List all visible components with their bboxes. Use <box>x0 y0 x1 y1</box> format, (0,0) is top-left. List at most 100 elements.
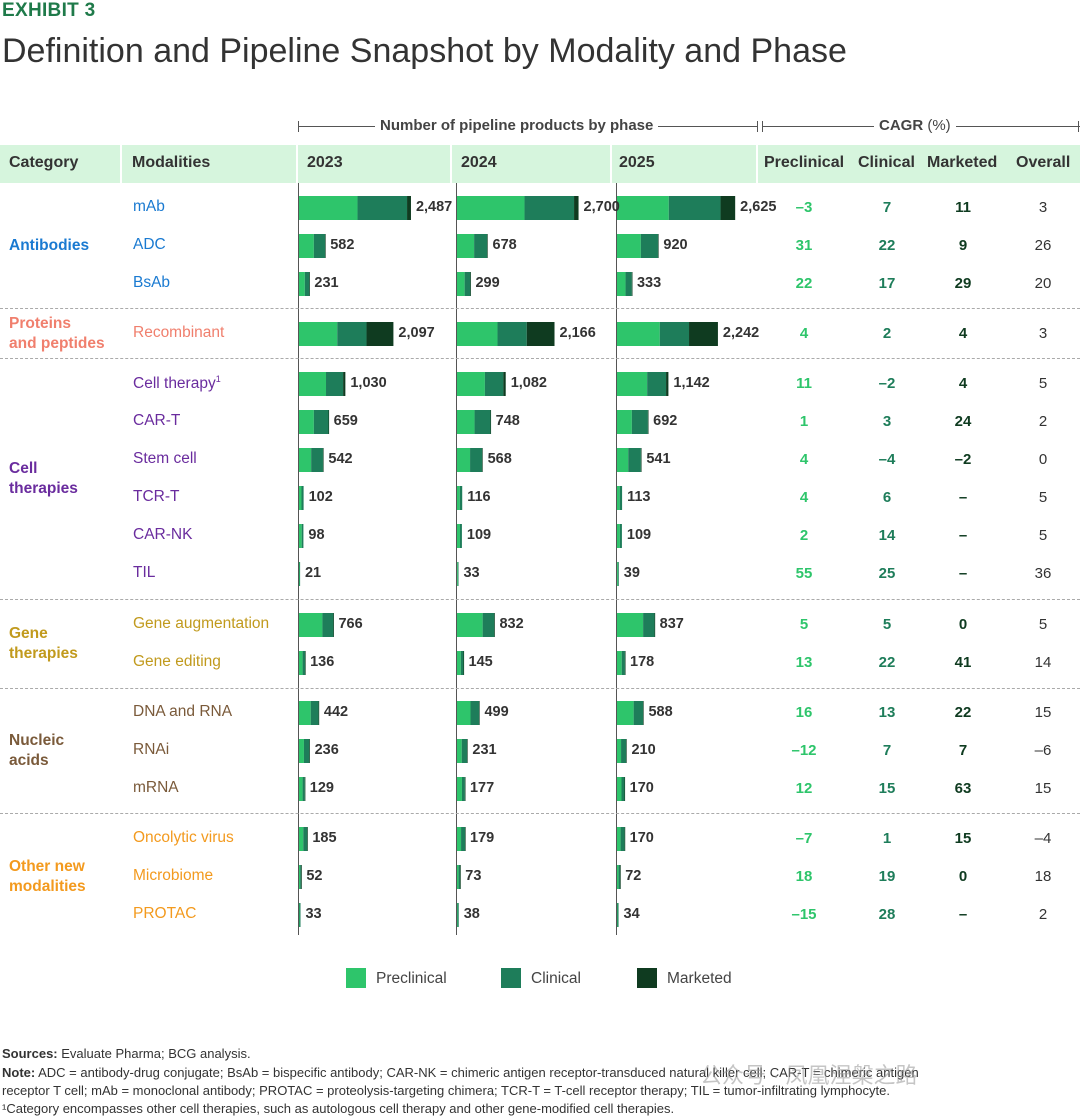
col-category: Category <box>9 154 79 171</box>
axis-2024 <box>456 183 457 935</box>
bar-preclinical-segment <box>457 613 483 637</box>
bar-marketed-segment <box>643 701 644 725</box>
bar-preclinical-segment <box>457 322 498 346</box>
bar-total-label: 136 <box>310 654 335 670</box>
bar-preclinical-segment <box>299 448 312 472</box>
bar-total-label: 692 <box>653 413 678 429</box>
col-modalities: Modalities <box>132 154 211 171</box>
cagr-preclinical: 12 <box>795 780 813 797</box>
col-2024: 2024 <box>461 154 497 171</box>
cagr-overall: 0 <box>1038 451 1048 468</box>
bar-marketed-segment <box>626 739 627 763</box>
modality-label: TIL <box>133 564 155 582</box>
bar-clinical-segment <box>461 827 466 851</box>
bar-total-label: 542 <box>328 451 353 467</box>
category-label-line: acids <box>9 752 49 769</box>
category-label-line: Proteins <box>9 315 72 332</box>
bar-preclinical-segment <box>617 410 632 434</box>
cagr-preclinical: 22 <box>795 275 813 292</box>
bar-total-label: 588 <box>648 704 673 720</box>
category-label-line: modalities <box>9 878 86 895</box>
bar-marketed-segment <box>574 196 579 220</box>
bar-marketed-segment <box>322 448 324 472</box>
category-divider <box>0 813 1080 814</box>
bar-preclinical-segment <box>299 701 311 725</box>
bar-clinical-segment <box>311 448 323 472</box>
cagr-preclinical: 31 <box>795 237 813 254</box>
bar-marketed-segment <box>465 827 466 851</box>
bar-preclinical-segment <box>457 701 471 725</box>
legend-swatch-clinical <box>501 968 521 988</box>
category-label: Antibodies <box>9 236 89 256</box>
bar-marketed-segment <box>464 777 466 801</box>
bar-clinical-segment <box>628 448 641 472</box>
category-label-line: and peptides <box>9 335 105 352</box>
bar-clinical-segment <box>633 701 644 725</box>
bar-preclinical-segment <box>299 827 304 851</box>
bar-total-label: 179 <box>470 830 495 846</box>
bar-marketed-segment <box>494 613 495 637</box>
bar-clinical-segment <box>457 562 459 586</box>
bar-preclinical-segment <box>299 865 301 889</box>
bar-marketed-segment <box>467 739 468 763</box>
cagr-marketed: 0 <box>958 616 968 633</box>
bar-clinical-segment <box>620 827 625 851</box>
bar-clinical-segment <box>304 272 310 296</box>
cagr-preclinical: –7 <box>795 830 813 847</box>
bar-clinical-segment <box>621 651 625 675</box>
header-gap <box>756 145 758 183</box>
bar-clinical-segment <box>459 486 463 510</box>
cagr-clinical: 1 <box>882 830 892 847</box>
cagr-overall: 2 <box>1038 906 1048 923</box>
bar-preclinical-segment <box>457 827 462 851</box>
cagr-clinical: –2 <box>878 375 896 392</box>
category-label-line: Other new <box>9 858 85 875</box>
note-line-1: Note: ADC = antibody-drug conjugate; BsA… <box>2 1065 919 1080</box>
cagr-marketed: 11 <box>955 199 971 216</box>
cagr-marketed: – <box>958 527 968 544</box>
cagr-preclinical: 5 <box>799 616 809 633</box>
bar-preclinical-segment <box>617 562 618 586</box>
bar-clinical-segment <box>459 524 462 548</box>
bar-preclinical-segment <box>457 196 525 220</box>
cagr-clinical: 6 <box>882 489 892 506</box>
bar-total-label: 33 <box>463 565 480 581</box>
category-divider <box>0 308 1080 309</box>
bar-marketed-segment <box>720 196 736 220</box>
bar-clinical-segment <box>617 903 619 927</box>
bar-clinical-segment <box>464 272 471 296</box>
bar-total-label: 2,625 <box>740 199 777 215</box>
modality-label: DNA and RNA <box>133 703 232 721</box>
bar-clinical-segment <box>457 903 459 927</box>
bar-preclinical-segment <box>457 272 465 296</box>
bar-preclinical-segment <box>457 372 485 396</box>
modality-label: Recombinant <box>133 324 224 342</box>
modality-label: Cell therapy1 <box>133 374 221 393</box>
exhibit-label: EXHIBIT 3 <box>2 0 96 21</box>
bar-clinical-segment <box>470 701 480 725</box>
bar-total-label: 52 <box>306 868 323 884</box>
bar-preclinical-segment <box>457 448 471 472</box>
bar-clinical-segment <box>625 272 632 296</box>
bar-total-label: 678 <box>492 237 517 253</box>
bar-clinical-segment <box>357 196 408 220</box>
bar-marketed-segment <box>526 322 555 346</box>
modality-name: CAR-NK <box>133 526 193 543</box>
cagr-overall: 15 <box>1034 780 1052 797</box>
bar-total-label: 145 <box>468 654 493 670</box>
category-label-line: Gene <box>9 625 48 642</box>
bar-marketed-segment <box>463 651 465 675</box>
bar-preclinical-segment <box>617 651 622 675</box>
bar-total-label: 1,142 <box>673 375 710 391</box>
bar-total-label: 541 <box>646 451 671 467</box>
modality-name: Stem cell <box>133 450 197 467</box>
cagr-overall: 15 <box>1034 704 1052 721</box>
cagr-preclinical: 16 <box>795 704 813 721</box>
bar-total-label: 2,166 <box>559 325 596 341</box>
modality-label: Stem cell <box>133 450 197 468</box>
bar-total-label: 2,242 <box>722 325 760 341</box>
bar-total-label: 2,700 <box>583 199 620 215</box>
bar-clinical-segment <box>301 524 304 548</box>
cagr-preclinical: 18 <box>795 868 813 885</box>
cagr-label: CAGR <box>879 117 924 134</box>
